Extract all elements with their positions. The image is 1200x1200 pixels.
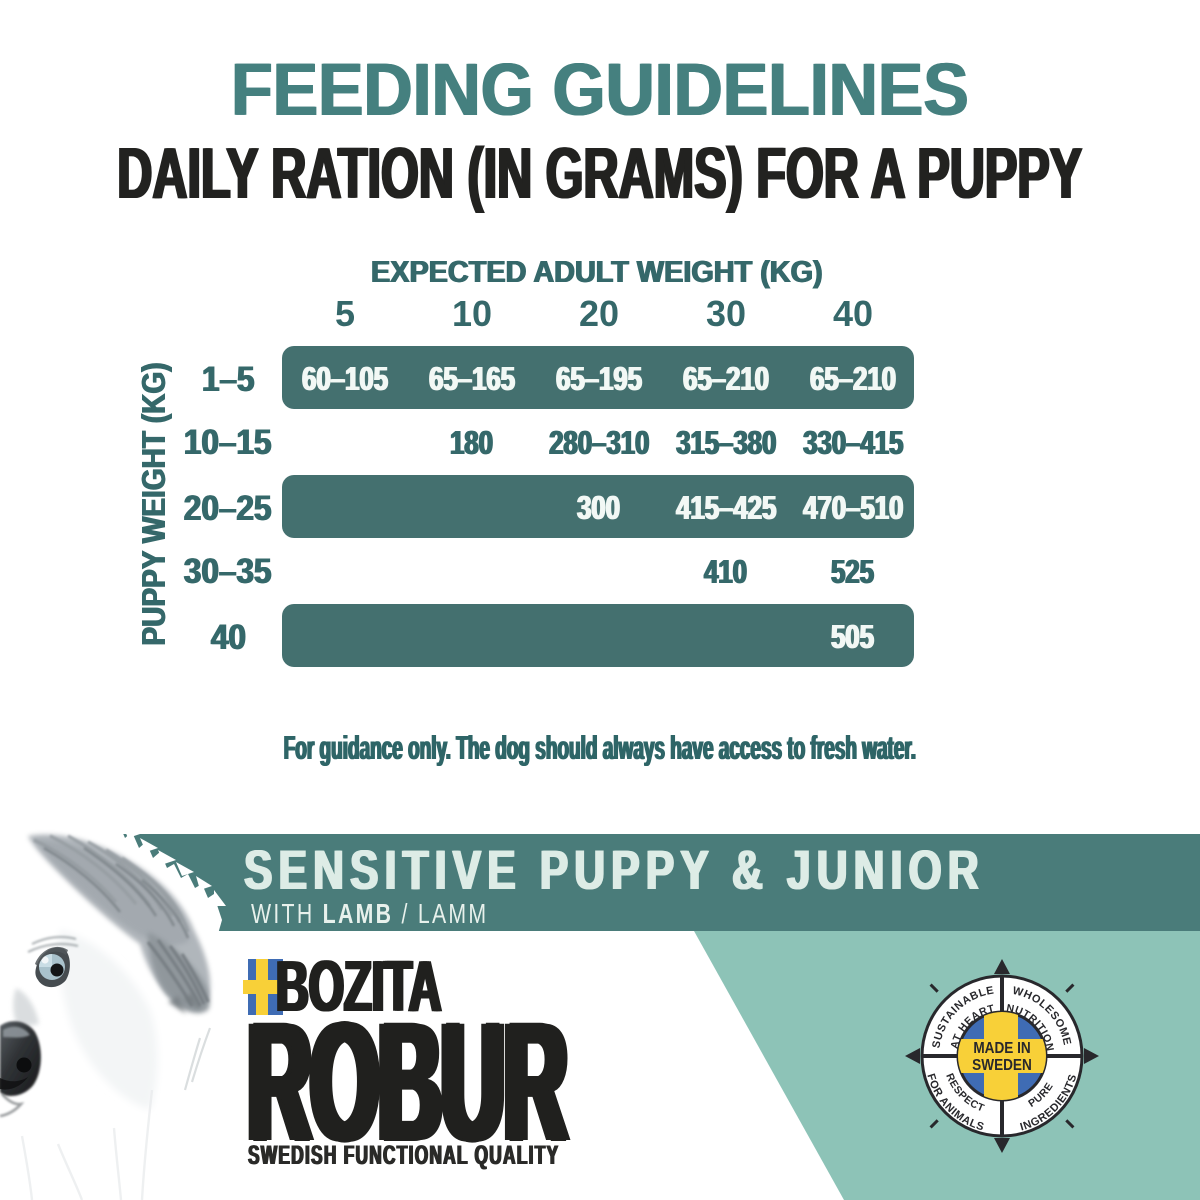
svg-text:SWEDEN: SWEDEN: [972, 1057, 1032, 1074]
svg-text:MADE IN: MADE IN: [973, 1040, 1030, 1057]
